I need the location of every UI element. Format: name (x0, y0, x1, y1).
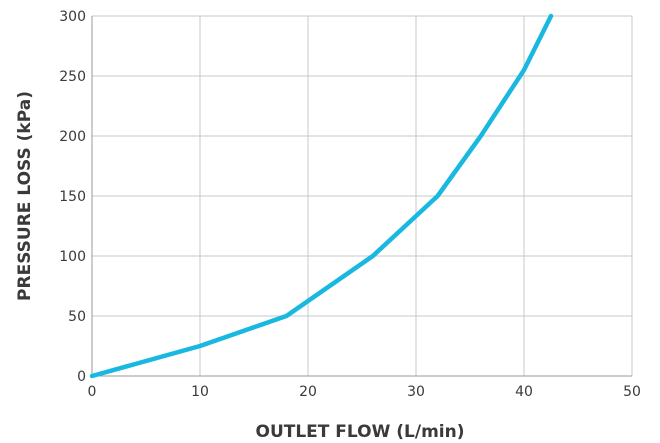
series-line (89, 13, 554, 379)
grid (92, 15, 633, 376)
x-tick-label: 10 (191, 384, 209, 400)
x-tick-label: 0 (88, 384, 97, 400)
y-tick-label: 200 (59, 129, 86, 145)
x-tick-labels: 0 10 20 30 40 50 (88, 384, 641, 400)
y-tick-label: 250 (59, 69, 86, 85)
x-tick-label: 40 (515, 384, 533, 400)
x-tick-label: 30 (407, 384, 425, 400)
y-tick-label: 150 (59, 189, 86, 205)
y-axis-title: PRESSURE LOSS (kPa) (15, 91, 35, 301)
axes (91, 16, 632, 377)
y-tick-label: 300 (59, 9, 86, 25)
x-axis-title: OUTLET FLOW (L/min) (256, 422, 465, 442)
y-tick-label: 50 (68, 309, 86, 325)
x-tick-label: 50 (623, 384, 641, 400)
y-tick-label: 0 (77, 369, 86, 385)
y-tick-label: 100 (59, 249, 86, 265)
y-tick-labels: 0 50 100 150 200 250 300 (59, 9, 86, 385)
x-tick-label: 20 (299, 384, 317, 400)
series (89, 13, 554, 379)
